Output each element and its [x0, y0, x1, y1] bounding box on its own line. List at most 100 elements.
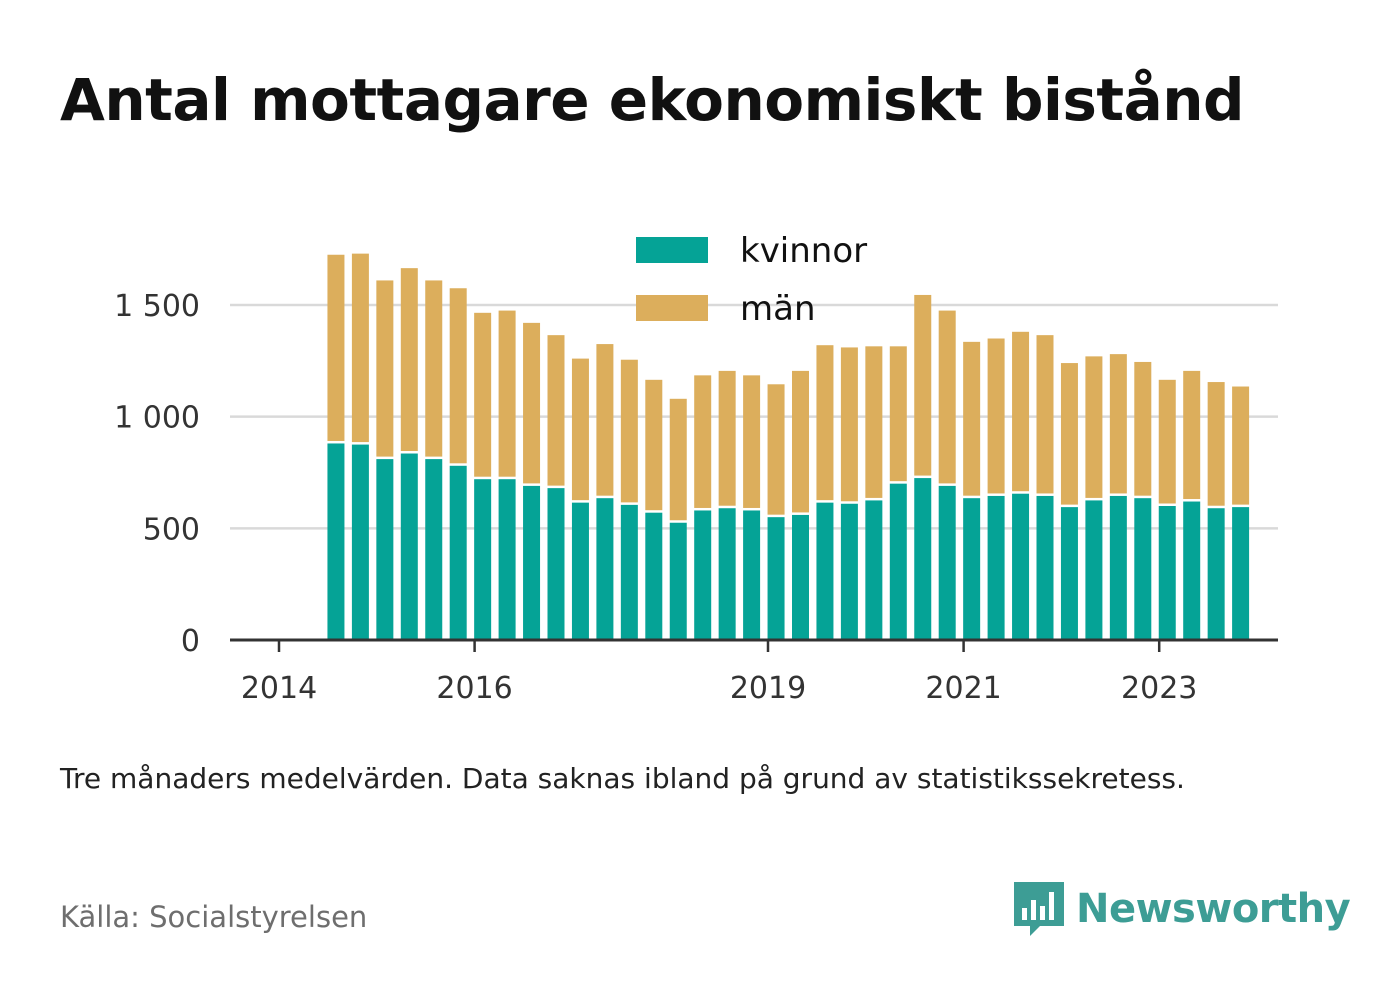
bar-chart-speech-bubble-icon [1014, 882, 1064, 936]
bar-kvinnor [1134, 498, 1152, 640]
legend-swatch-kvinnor [636, 237, 708, 263]
bar-man [1183, 370, 1201, 500]
bar-man [376, 280, 394, 457]
bar-kvinnor [938, 485, 956, 640]
bar-kvinnor [425, 459, 443, 640]
bar-man [425, 280, 443, 457]
legend-label-kvinnor: kvinnor [740, 231, 867, 271]
bar-kvinnor [694, 510, 712, 640]
y-tick-label: 500 [143, 512, 200, 547]
bar-kvinnor [376, 459, 394, 640]
x-axis: 2014 2016 2019 2021 2023 [230, 638, 1278, 706]
bar-kvinnor [351, 444, 369, 640]
bar-man [449, 288, 467, 464]
bar-man [938, 310, 956, 484]
bar-kvinnor [987, 495, 1005, 640]
legend: kvinnor män [636, 231, 867, 329]
legend-swatch-man [636, 295, 708, 321]
bar-man [743, 375, 761, 508]
x-tick-label: 2021 [925, 671, 1001, 706]
bar-man [840, 347, 858, 502]
bar-man [1085, 356, 1103, 498]
bar-man [963, 341, 981, 496]
bar-man [523, 322, 541, 484]
x-tick-label: 2023 [1121, 671, 1197, 706]
bar-kvinnor [1183, 501, 1201, 640]
bar-man [889, 346, 907, 482]
bar-kvinnor [1158, 506, 1176, 640]
bar-kvinnor [1060, 507, 1078, 640]
bar-kvinnor [596, 498, 614, 640]
stacked-bar-chart: 0 500 1 000 1 500 2014 2016 2019 2021 2023 kvin… [114, 231, 1278, 706]
bar-man [816, 345, 834, 501]
y-tick-label: 1 000 [114, 401, 200, 436]
bar-man [1134, 361, 1152, 496]
bar-kvinnor [327, 443, 345, 640]
bar-kvinnor [743, 510, 761, 640]
bar-kvinnor [620, 504, 638, 640]
chart-note: Tre månaders medelvärden. Data saknas ib… [60, 762, 1185, 795]
bar-man [1012, 331, 1030, 492]
bar-man [865, 346, 883, 498]
bar-man [596, 344, 614, 496]
bar-man [1060, 363, 1078, 505]
bar-man [620, 359, 638, 503]
bar-kvinnor [498, 479, 516, 640]
brand-name: Newsworthy [1076, 886, 1351, 932]
bar-kvinnor [792, 514, 809, 640]
legend-label-man: män [740, 289, 816, 329]
bar-man [914, 294, 932, 476]
bar-kvinnor [1109, 495, 1127, 640]
bar-man [498, 310, 516, 477]
bar-man [987, 338, 1005, 494]
bar-kvinnor [1085, 500, 1103, 640]
bar-man [1036, 335, 1054, 494]
bar-kvinnor [889, 483, 907, 640]
x-tick-label: 2019 [730, 671, 806, 706]
bar-man [1158, 379, 1176, 504]
bar-man [547, 335, 565, 486]
bar-man [1207, 382, 1225, 506]
bar-man [400, 268, 418, 452]
x-tick-label: 2016 [436, 671, 512, 706]
chart-title: Antal mottagare ekonomiskt bistånd [60, 66, 1245, 134]
y-axis: 0 500 1 000 1 500 [114, 289, 200, 659]
bar-kvinnor [1232, 507, 1250, 640]
bar-kvinnor [645, 512, 663, 640]
bar-man [351, 253, 369, 443]
bar-kvinnor [816, 502, 834, 640]
source-text: Källa: Socialstyrelsen [60, 900, 368, 934]
bar-kvinnor [914, 478, 932, 640]
bar-kvinnor [767, 517, 785, 640]
bar-kvinnor [1012, 493, 1030, 640]
bars [327, 253, 1250, 640]
y-tick-label: 1 500 [114, 289, 200, 324]
bar-kvinnor [400, 453, 418, 640]
bar-man [474, 312, 492, 477]
bar-man [767, 384, 785, 515]
y-tick-label: 0 [181, 624, 200, 659]
bar-kvinnor [718, 508, 736, 640]
bar-man [327, 254, 345, 441]
bar-man [718, 370, 736, 506]
bar-kvinnor [449, 465, 467, 640]
bar-man [1109, 354, 1127, 494]
bar-man [792, 370, 809, 513]
bar-kvinnor [1207, 508, 1225, 640]
bar-kvinnor [1036, 495, 1054, 640]
bar-kvinnor [547, 488, 565, 640]
x-tick-label: 2014 [241, 671, 317, 706]
bar-kvinnor [523, 485, 541, 640]
brand-logo: Newsworthy [1010, 878, 1351, 940]
bar-kvinnor [571, 502, 589, 640]
bar-man [694, 375, 712, 508]
bar-man [571, 358, 589, 501]
bar-kvinnor [474, 479, 492, 640]
bar-man [669, 398, 687, 521]
bar-kvinnor [865, 500, 883, 640]
bar-man [1232, 386, 1250, 505]
bar-kvinnor [840, 503, 858, 640]
bar-kvinnor [669, 522, 687, 640]
bar-kvinnor [963, 498, 981, 640]
bar-man [645, 379, 663, 511]
